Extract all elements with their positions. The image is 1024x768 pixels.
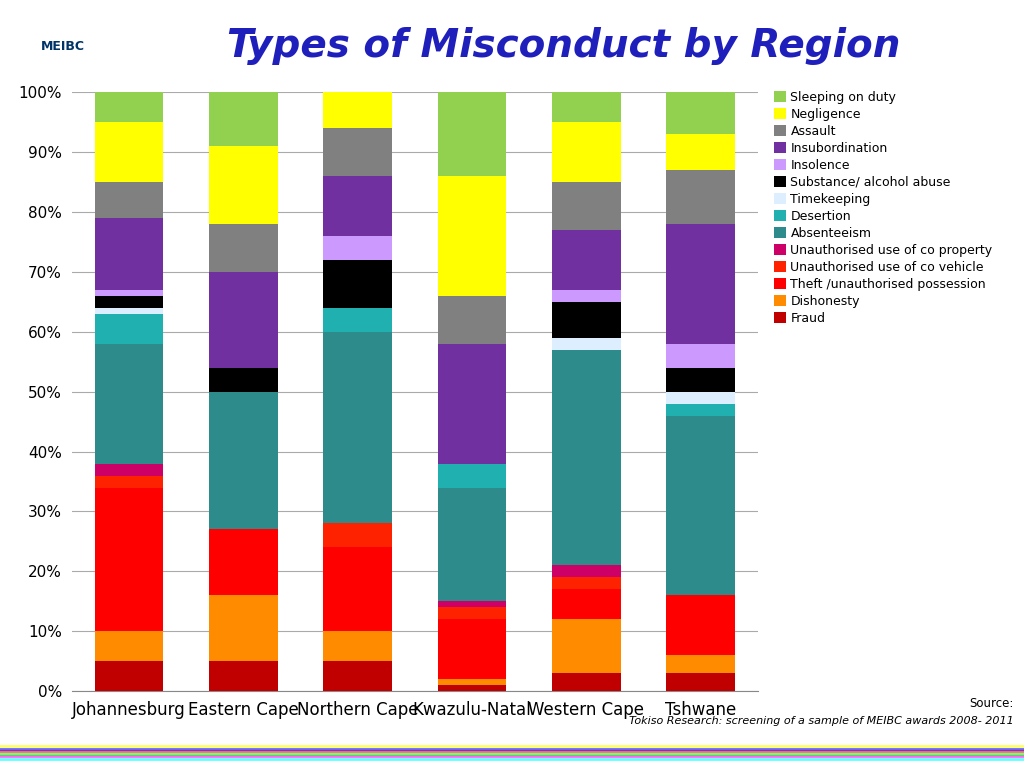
Bar (324, 176, 392, 236)
Bar (209, 529, 278, 595)
Bar (324, 236, 392, 260)
Bar (209, 595, 278, 661)
Bar (324, 661, 392, 691)
Bar (209, 92, 278, 146)
Bar (94, 308, 163, 314)
Bar (437, 92, 506, 176)
Bar (667, 595, 735, 655)
Bar (94, 488, 163, 631)
Bar (324, 631, 392, 661)
Bar (209, 661, 278, 691)
Bar (437, 601, 506, 607)
Bar (324, 260, 392, 308)
Text: MEIBC: MEIBC (41, 40, 85, 52)
Bar (667, 224, 735, 344)
Bar (667, 404, 735, 415)
Bar (437, 488, 506, 601)
Bar (667, 655, 735, 674)
Bar (437, 176, 506, 296)
Bar (94, 182, 163, 218)
Bar (94, 296, 163, 308)
Bar (552, 182, 621, 230)
Bar (552, 349, 621, 565)
Bar (552, 122, 621, 182)
Bar (324, 332, 392, 524)
Bar (437, 296, 506, 344)
Bar (667, 92, 735, 134)
Bar (94, 631, 163, 661)
Bar (437, 464, 506, 488)
Bar (667, 368, 735, 392)
Bar (209, 392, 278, 529)
Bar (324, 548, 392, 631)
Bar (94, 314, 163, 344)
Bar (94, 122, 163, 182)
Bar (209, 224, 278, 272)
Bar (667, 415, 735, 595)
Bar (209, 368, 278, 392)
Bar (324, 128, 392, 176)
Bar (437, 607, 506, 619)
Bar (209, 272, 278, 368)
Bar (94, 344, 163, 464)
Bar (667, 392, 735, 404)
Legend: Sleeping on duty, Negligence, Assault, Insubordination, Insolence, Substance/ al: Sleeping on duty, Negligence, Assault, I… (774, 91, 992, 325)
Bar (94, 92, 163, 122)
Bar (552, 565, 621, 578)
Bar (552, 674, 621, 691)
Bar (552, 230, 621, 290)
Bar (437, 685, 506, 691)
Bar (324, 308, 392, 332)
Text: Tokiso Research: screening of a sample of MEIBC awards 2008- 2011: Tokiso Research: screening of a sample o… (629, 716, 1014, 726)
Bar (667, 134, 735, 170)
Bar (552, 92, 621, 122)
Bar (552, 578, 621, 589)
Bar (209, 146, 278, 224)
Bar (437, 344, 506, 464)
Bar (552, 290, 621, 302)
Bar (667, 344, 735, 368)
Text: Types of Misconduct by Region: Types of Misconduct by Region (226, 27, 900, 65)
Bar (94, 464, 163, 475)
Bar (324, 524, 392, 548)
Text: Source:: Source: (970, 697, 1014, 710)
Bar (552, 302, 621, 338)
Bar (552, 589, 621, 619)
Bar (94, 475, 163, 488)
Bar (667, 170, 735, 224)
Bar (324, 92, 392, 128)
Bar (437, 679, 506, 685)
Bar (552, 619, 621, 674)
Bar (94, 661, 163, 691)
Bar (437, 619, 506, 679)
Bar (667, 674, 735, 691)
Bar (94, 218, 163, 290)
Bar (94, 290, 163, 296)
Bar (552, 338, 621, 349)
